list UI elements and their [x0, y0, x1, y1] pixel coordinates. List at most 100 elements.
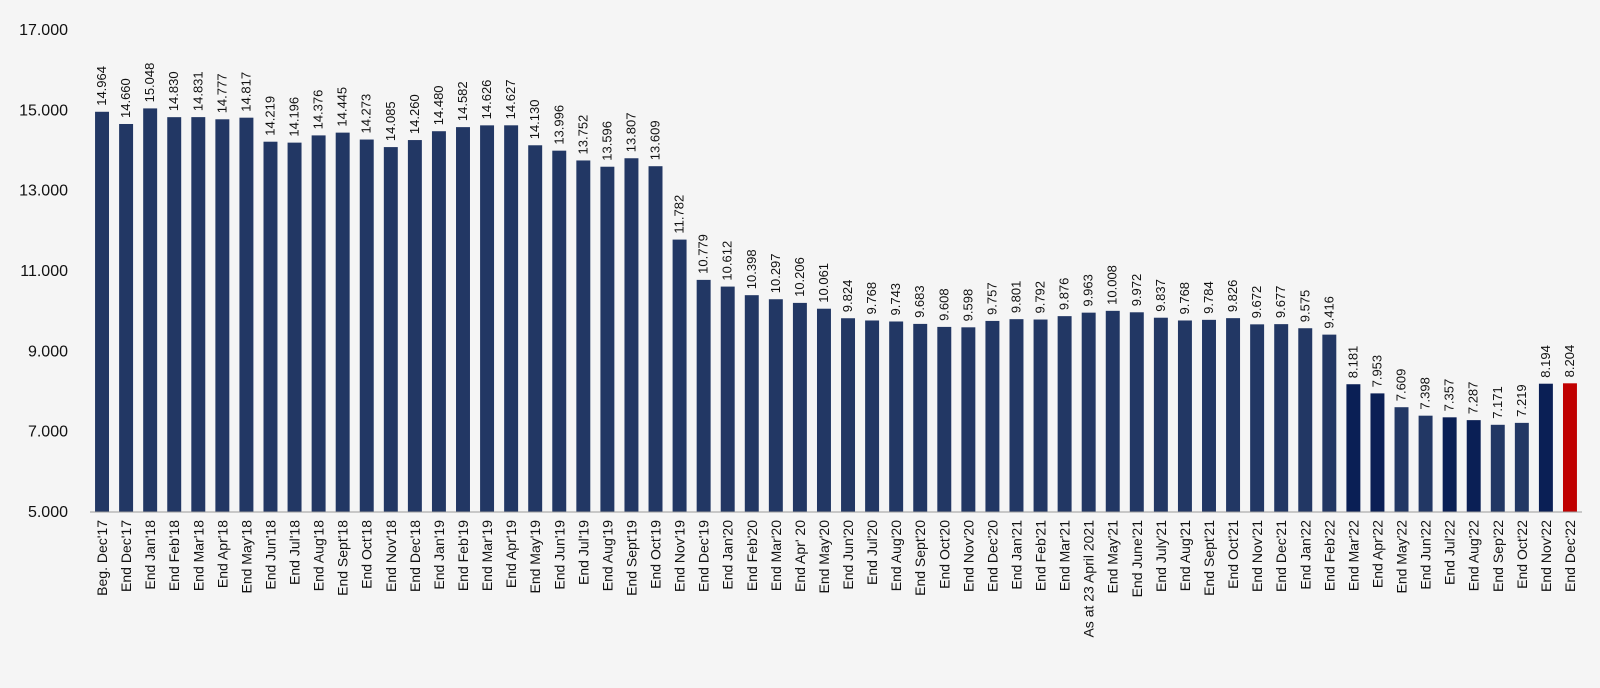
bar	[191, 117, 206, 513]
x-tick-label: End Nov'20	[960, 520, 976, 592]
x-tick-label: End Sept'19	[623, 520, 639, 596]
bar	[1490, 424, 1505, 512]
x-tick-label: Beg. Dec'17	[94, 520, 110, 596]
x-tick-label: End Jan'20	[720, 520, 736, 590]
bar	[480, 125, 495, 513]
data-label: 9.677	[1273, 286, 1288, 319]
y-tick-label: 11.000	[20, 263, 68, 280]
x-tick-label: End Mar'22	[1345, 520, 1361, 591]
data-label: 10.206	[792, 257, 807, 297]
x-tick-label: End Mar'19	[479, 520, 495, 591]
data-label: 14.660	[118, 78, 133, 118]
data-label: 14.626	[479, 80, 494, 120]
x-tick-label: End June'21	[1129, 520, 1145, 598]
data-label: 14.964	[94, 66, 109, 106]
data-label: 9.826	[1225, 280, 1240, 313]
bar	[1346, 384, 1361, 512]
data-label: 13.596	[599, 121, 614, 161]
x-tick-label: End Jun'22	[1418, 520, 1434, 590]
data-label: 9.416	[1321, 296, 1336, 329]
x-tick-label: End May'22	[1394, 520, 1410, 594]
data-label: 9.768	[1177, 282, 1192, 315]
x-tick-label: End Jan'19	[431, 520, 447, 590]
data-label: 9.575	[1297, 290, 1312, 323]
data-label: 7.398	[1418, 377, 1433, 410]
x-tick-label: End Oct'18	[359, 520, 375, 589]
bar	[672, 239, 687, 512]
x-tick-label: End Dec'17	[118, 520, 134, 592]
data-label: 9.672	[1249, 286, 1264, 319]
bar	[552, 150, 567, 513]
bar	[311, 135, 326, 512]
x-tick-label: End Nov'22	[1538, 520, 1554, 592]
bar	[1370, 393, 1385, 512]
data-label: 14.273	[359, 94, 374, 134]
data-label: 14.445	[335, 87, 350, 127]
x-tick-label: End Apr' 20	[792, 520, 808, 592]
x-tick-label: End July'21	[1153, 520, 1169, 592]
x-tick-label: End Aug'18	[311, 520, 327, 591]
bar	[1538, 383, 1553, 512]
bar	[504, 125, 519, 513]
bar	[1009, 319, 1024, 512]
bar	[1274, 324, 1289, 512]
data-label: 13.807	[623, 112, 638, 152]
bar	[1202, 319, 1216, 512]
x-tick-label: End Jun'20	[840, 520, 856, 590]
x-tick-label: End Sep'22	[1490, 520, 1506, 592]
bar	[624, 158, 639, 512]
bar	[528, 145, 543, 513]
data-label: 15.048	[142, 63, 157, 103]
data-label: 7.357	[1442, 379, 1457, 412]
x-tick-label: End Aug'19	[599, 520, 615, 591]
x-tick-label: End Oct'20	[936, 520, 952, 589]
bar	[456, 127, 470, 513]
bar	[1250, 324, 1265, 512]
x-tick-label: End Feb'20	[744, 520, 760, 591]
y-tick-label: 7.000	[28, 424, 68, 441]
bar	[239, 117, 254, 512]
data-label: 9.784	[1201, 281, 1216, 314]
x-tick-label: End Feb'21	[1033, 520, 1049, 591]
x-tick-label: End Oct'22	[1514, 520, 1530, 589]
x-tick-label: End Feb'19	[455, 520, 471, 591]
x-tick-label: End Aug'20	[888, 520, 904, 591]
x-tick-label: End May'18	[238, 520, 254, 594]
data-label: 9.876	[1057, 278, 1072, 311]
x-tick-label: End May'19	[527, 520, 543, 594]
x-tick-label: End Dec'18	[407, 520, 423, 592]
x-tick-label: End Sept'20	[912, 520, 928, 596]
x-tick-label: End Aug'21	[1177, 520, 1193, 591]
data-label: 11.782	[672, 195, 687, 234]
bar	[985, 320, 1000, 512]
data-label: 10.398	[744, 249, 759, 289]
bar	[768, 299, 783, 512]
x-tick-label: End Jul'20	[864, 520, 880, 585]
data-label: 10.008	[1105, 265, 1120, 305]
bar	[1177, 320, 1192, 512]
data-label: 14.130	[527, 100, 542, 140]
data-label: 10.297	[768, 253, 783, 293]
data-label: 8.204	[1562, 345, 1577, 378]
y-tick-label: 5.000	[28, 504, 68, 521]
data-label: 9.963	[1081, 274, 1096, 307]
data-label: 13.609	[648, 120, 663, 160]
bar	[1466, 420, 1481, 512]
data-label: 8.181	[1345, 346, 1360, 379]
data-label: 14.582	[455, 81, 470, 121]
bar	[407, 140, 422, 512]
bar	[792, 302, 807, 512]
bar	[1226, 318, 1241, 512]
data-label: 14.777	[214, 74, 229, 114]
x-tick-label: End Jul'18	[287, 520, 303, 585]
data-label: 9.972	[1129, 274, 1144, 307]
data-label: 7.609	[1394, 369, 1409, 402]
data-label: 9.768	[864, 282, 879, 315]
bar	[431, 131, 446, 512]
bar	[1105, 310, 1120, 512]
x-tick-label: End Sept'21	[1201, 520, 1217, 596]
bar	[287, 142, 302, 513]
x-tick-label: End Dec'22	[1562, 520, 1578, 592]
data-label: 14.480	[431, 85, 446, 125]
